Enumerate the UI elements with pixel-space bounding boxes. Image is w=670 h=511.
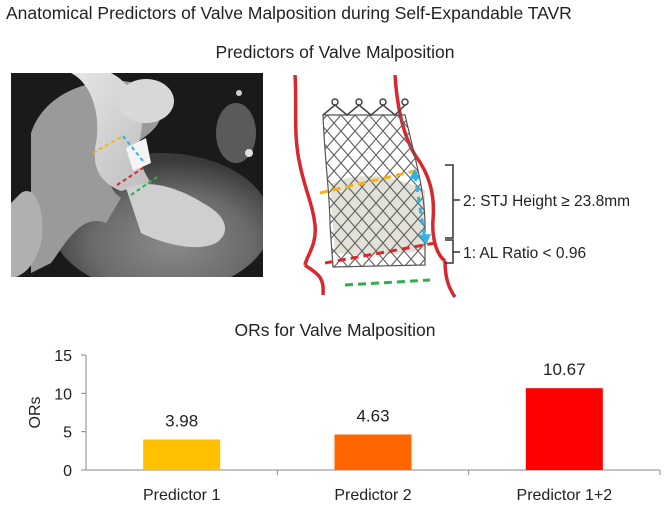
y-tick-label: 0 [63,463,72,480]
data-label: 3.98 [165,411,198,430]
y-tick-label: 5 [63,425,72,442]
diagram-subtitle: Predictors of Valve Malposition [215,42,455,62]
valve-stent [322,114,426,268]
chart-title: ORs for Valve Malposition [234,320,436,340]
x-tick-label: Predictor 2 [334,487,411,504]
bar-1 [143,439,221,470]
data-label: 10.67 [543,360,586,379]
stj-height-bracket [445,164,460,239]
ct-scan-image [11,73,263,277]
al-ratio-label: 1: AL Ratio < 0.96 [463,245,586,262]
lvot-line [344,278,431,287]
bar-2 [334,434,412,470]
page-title: Anatomical Predictors of Valve Malpositi… [6,3,572,23]
valve-diagram: 2: STJ Height ≥ 23.8mm 1: AL Ratio < 0.9… [293,75,630,299]
al-ratio-bracket [445,239,460,264]
stj-diameter-line [319,169,416,195]
y-axis-label: ORs [27,397,44,429]
stj-height-label: 2: STJ Height ≥ 23.8mm [463,193,630,210]
annulus-line [324,241,436,265]
bar-3 [525,388,603,470]
aortic-wall-left [293,75,317,266]
x-tick-label: Predictor 1 [143,487,220,504]
data-label: 4.63 [356,407,389,426]
bar-chart: 0 5 10 15 ORs 3.98 Predictor 1 4.63 Predictor 2 1… [27,348,661,504]
x-tick-label: Predictor 1+2 [517,487,613,504]
y-tick-label: 10 [54,386,72,403]
y-tick-label: 15 [54,348,72,365]
